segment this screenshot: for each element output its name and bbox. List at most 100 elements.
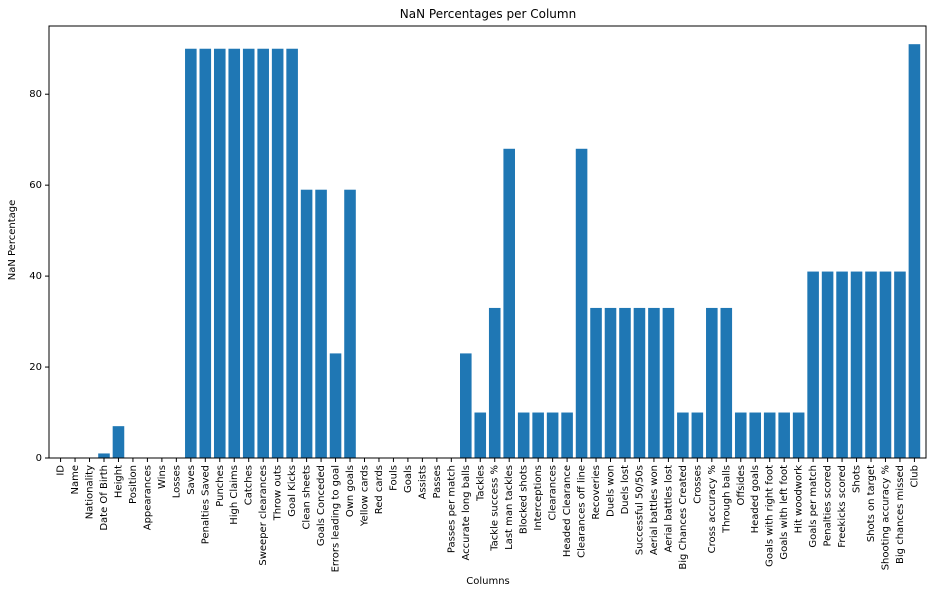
bar-46 (720, 307, 733, 458)
x-axis: ID Name Nationality Date Of Birth Height Posi… (56, 458, 920, 572)
x-tick-label: Goals with left foot (779, 465, 790, 560)
bar-57 (879, 271, 892, 458)
bar-10 (199, 48, 212, 458)
x-tick-label: Successful 50/50s (634, 465, 645, 555)
x-tick-label: Assists (417, 465, 428, 499)
x-tick-label: Penalties scored (823, 465, 834, 547)
x-tick-label: Last man tackles (504, 465, 515, 550)
bar-29 (474, 412, 487, 458)
y-axis: 0 20 40 60 80 (29, 89, 49, 464)
bar-37 (590, 307, 602, 458)
x-tick-label: Offsides (736, 465, 747, 505)
x-tick-label: Goals Conceded (316, 465, 327, 546)
y-tick-label: 60 (29, 180, 42, 191)
x-tick-label: Club (909, 465, 920, 487)
x-tick-label: Big chances missed (895, 465, 906, 564)
bar-9 (185, 48, 197, 458)
x-tick-label: Tackles (475, 465, 486, 502)
bar-44 (691, 412, 704, 458)
plot-frame (48, 25, 927, 459)
bar-48 (749, 412, 762, 458)
x-tick-label: Hit woodwork (794, 465, 805, 534)
y-tick-label: 0 (36, 453, 42, 464)
x-tick-label: Goals with right foot (765, 465, 776, 567)
x-tick-label: Nationality (85, 465, 96, 519)
bar-28 (460, 353, 472, 458)
bar-31 (503, 148, 515, 459)
x-tick-label: Penalties Saved (200, 465, 211, 544)
chart-title: NaN Percentages per Column (400, 7, 576, 21)
y-tick-label: 80 (29, 89, 42, 100)
x-tick-label: Clearances (548, 465, 559, 520)
bar-35 (561, 412, 573, 458)
bar-15 (271, 48, 284, 458)
x-tick-label: Blocked shots (519, 465, 530, 534)
x-tick-label: Position (128, 465, 139, 504)
x-tick-label: Goals (403, 465, 414, 493)
x-tick-label: Aerial battles lost (663, 465, 674, 553)
x-tick-label: Shots on target (866, 465, 877, 542)
bar-12 (228, 48, 241, 458)
x-tick-label: Appearances (142, 465, 153, 530)
x-tick-label: Duels won (606, 465, 617, 517)
bar-47 (734, 412, 747, 458)
y-tick-label: 40 (29, 271, 42, 282)
bar-20 (344, 189, 356, 458)
x-tick-label: Errors leading to goal (331, 465, 342, 572)
x-tick-label: Yellow cards (359, 465, 370, 527)
x-tick-label: Through balls (721, 465, 732, 534)
bar-58 (894, 271, 906, 458)
bar-43 (677, 412, 689, 458)
x-tick-label: Name (70, 465, 81, 495)
bar-54 (836, 271, 848, 458)
x-tick-label: Passes (432, 465, 443, 499)
bar-36 (575, 148, 588, 459)
bar-59 (908, 44, 921, 458)
y-tick-label: 20 (29, 362, 42, 373)
bar-49 (763, 412, 776, 458)
bar-41 (648, 307, 660, 458)
bar-30 (488, 307, 501, 458)
bar-38 (604, 307, 617, 458)
x-tick-label: Crosses (692, 465, 703, 504)
x-tick-label: Recoveries (591, 465, 602, 520)
x-tick-label: Sweeper clearances (258, 465, 269, 566)
x-tick-label: Saves (186, 465, 197, 495)
bar-32 (517, 412, 530, 458)
bar-55 (850, 271, 863, 458)
x-tick-label: Wins (157, 465, 168, 489)
bar-18 (315, 189, 327, 458)
x-tick-label: Duels lost (620, 465, 631, 514)
bar-3 (98, 453, 110, 458)
bar-45 (706, 307, 718, 458)
bar-4 (112, 426, 125, 458)
x-tick-label: Goals per match (808, 465, 819, 548)
x-tick-label: Throw outs (273, 465, 284, 521)
bar-14 (257, 48, 269, 458)
x-tick-label: Tackle success % (490, 465, 501, 552)
bar-16 (286, 48, 298, 458)
x-tick-label: Height (113, 465, 124, 498)
bars-group (98, 44, 921, 459)
x-tick-label: Shooting accuracy % (880, 465, 891, 570)
x-tick-label: Punches (215, 465, 226, 507)
x-tick-label: Accurate long balls (461, 465, 472, 561)
bar-40 (633, 307, 646, 458)
x-tick-label: Own goals (345, 465, 356, 517)
x-tick-label: Passes per match (446, 465, 457, 553)
x-tick-label: Red cards (374, 465, 385, 514)
x-axis-label: Columns (466, 576, 510, 587)
bar-33 (532, 412, 544, 458)
x-tick-label: Clearances off line (577, 465, 588, 558)
x-tick-label: High Claims (229, 465, 240, 525)
bar-42 (662, 307, 675, 458)
bar-17 (300, 189, 313, 458)
x-tick-label: Cross accuracy % (707, 465, 718, 553)
x-tick-label: Aerial battles won (649, 465, 660, 555)
x-tick-label: Headed goals (750, 465, 761, 533)
x-tick-label: Catches (244, 465, 255, 505)
bar-56 (865, 271, 877, 458)
x-tick-label: Goal Kicks (287, 465, 298, 517)
bar-19 (329, 353, 342, 458)
